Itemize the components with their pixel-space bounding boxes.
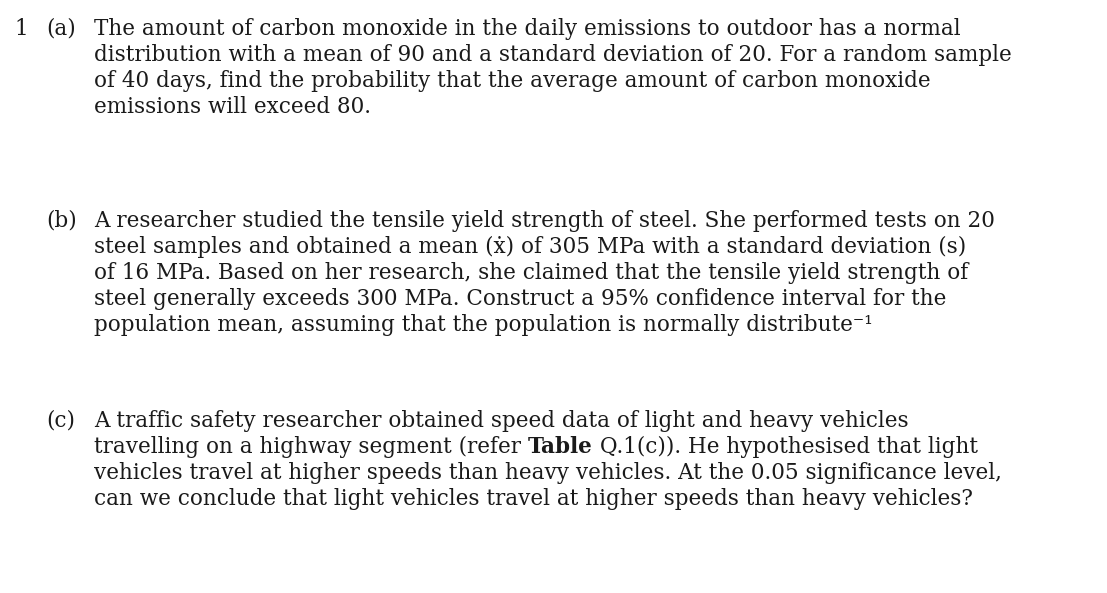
Text: The amount of carbon monoxide in the daily emissions to outdoor has a normal: The amount of carbon monoxide in the dai…	[94, 18, 961, 40]
Text: (a): (a)	[46, 18, 76, 40]
Text: 1: 1	[14, 18, 28, 40]
Text: steel samples and obtained a mean (ẋ) of 305 MPa with a standard deviation (s): steel samples and obtained a mean (ẋ) of…	[94, 236, 966, 258]
Text: Table: Table	[528, 436, 592, 458]
Text: vehicles travel at higher speeds than heavy vehicles. At the 0.05 significance l: vehicles travel at higher speeds than he…	[94, 462, 1002, 484]
Text: travelling on a highway segment (refer: travelling on a highway segment (refer	[94, 436, 528, 458]
Text: (c): (c)	[46, 410, 75, 432]
Text: A traffic safety researcher obtained speed data of light and heavy vehicles: A traffic safety researcher obtained spe…	[94, 410, 909, 432]
Text: of 40 days, find the probability that the average amount of carbon monoxide: of 40 days, find the probability that th…	[94, 70, 931, 92]
Text: population mean, assuming that the population is normally distribute⁻¹: population mean, assuming that the popul…	[94, 314, 872, 336]
Text: Q.1(c)). He hypothesised that light: Q.1(c)). He hypothesised that light	[592, 436, 977, 458]
Text: (b): (b)	[46, 210, 77, 232]
Text: steel generally exceeds 300 MPa. Construct a 95% confidence interval for the: steel generally exceeds 300 MPa. Constru…	[94, 288, 946, 310]
Text: of 16 MPa. Based on her research, she claimed that the tensile yield strength of: of 16 MPa. Based on her research, she cl…	[94, 262, 969, 284]
Text: distribution with a mean of 90 and a standard deviation of 20. For a random samp: distribution with a mean of 90 and a sta…	[94, 44, 1012, 66]
Text: emissions will exceed 80.: emissions will exceed 80.	[94, 96, 371, 118]
Text: can we conclude that light vehicles travel at higher speeds than heavy vehicles?: can we conclude that light vehicles trav…	[94, 488, 973, 510]
Text: A researcher studied the tensile yield strength of steel. She performed tests on: A researcher studied the tensile yield s…	[94, 210, 995, 232]
